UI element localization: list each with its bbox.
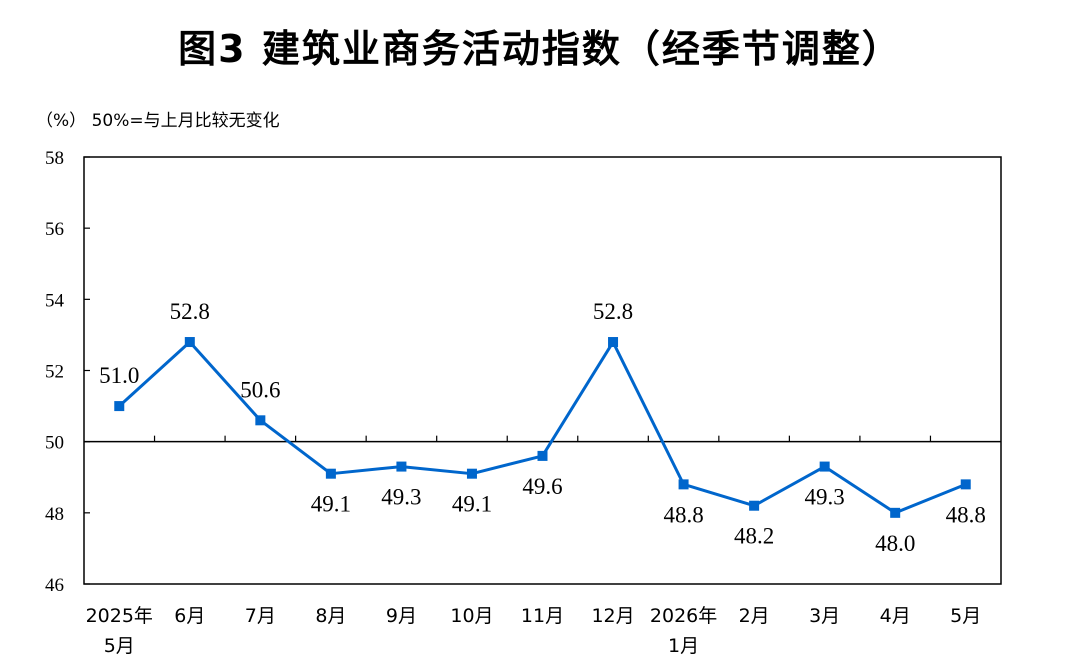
x-tick-label: 7月 — [245, 605, 276, 627]
plot-frame — [83, 156, 1002, 585]
x-tick-label-line: 2026年 — [650, 605, 717, 627]
data-label: 48.2 — [734, 524, 774, 549]
x-tick-label: 6月 — [174, 605, 205, 627]
data-label: 49.1 — [311, 492, 351, 517]
y-tick-label: 54 — [45, 290, 65, 311]
x-tick-label-line: 6月 — [174, 605, 205, 627]
x-tick-label: 8月 — [315, 605, 346, 627]
x-tick-label: 12月 — [591, 605, 634, 627]
x-tick-label-line: 2025年 — [86, 605, 153, 627]
y-tick-label: 52 — [45, 362, 64, 383]
data-label: 52.8 — [170, 299, 210, 324]
y-tick-label: 56 — [45, 219, 64, 240]
x-tick-label-line: 2月 — [739, 605, 770, 627]
data-label: 49.3 — [381, 485, 421, 510]
x-tick-label-line: 4月 — [880, 605, 911, 627]
x-tick-label: 10月 — [450, 605, 493, 627]
chart-title: 图3 建筑业商务活动指数（经季节调整） — [178, 27, 902, 71]
x-tick-label: 2月 — [739, 605, 770, 627]
data-point — [819, 461, 830, 472]
data-label: 49.6 — [522, 474, 562, 499]
x-tick-label-line: 1月 — [668, 635, 699, 657]
data-point — [396, 461, 407, 472]
x-tick-label: 11月 — [521, 605, 564, 627]
x-tick-label-line: 11月 — [521, 605, 564, 627]
x-axis: 2025年 5月 6月 7月 8月 9月 10月 11月 12月 2026年 1月 2月 3月 4月 5月 — [86, 435, 981, 657]
x-tick-label-line: 10月 — [450, 605, 493, 627]
data-point — [608, 337, 619, 348]
data-point — [749, 500, 760, 511]
data-point — [678, 479, 689, 490]
data-labels: 51.0 52.8 50.6 49.1 49.3 49.1 49.6 52.8 48.8 48.2… — [99, 299, 986, 556]
y-tick-label: 48 — [45, 504, 64, 525]
x-tick-label-line: 7月 — [245, 605, 276, 627]
x-tick-label: 9月 — [386, 605, 417, 627]
data-point — [255, 415, 266, 426]
data-point — [537, 450, 548, 461]
data-point — [466, 468, 477, 479]
x-tick-label-line: 5月 — [950, 605, 981, 627]
y-tick-label: 58 — [45, 148, 64, 169]
x-tick-label: 2025年 5月 — [86, 605, 153, 657]
data-point — [960, 479, 971, 490]
data-label: 49.1 — [452, 492, 492, 517]
x-tick-label-line: 3月 — [809, 605, 840, 627]
data-label: 48.8 — [946, 502, 986, 527]
data-label: 48.8 — [663, 502, 703, 527]
unit-label: （%） — [36, 111, 87, 131]
x-tick-label: 3月 — [809, 605, 840, 627]
baseline-note: 50%=与上月比较无变化 — [91, 111, 280, 131]
data-label: 52.8 — [593, 299, 633, 324]
data-label: 49.3 — [805, 485, 845, 510]
data-point — [890, 507, 901, 518]
data-label: 51.0 — [99, 363, 139, 388]
y-tick-label: 46 — [45, 575, 64, 596]
x-tick-label: 4月 — [880, 605, 911, 627]
y-axis: 46 48 50 52 54 56 58 — [45, 148, 90, 596]
data-point — [114, 401, 125, 412]
data-label: 48.0 — [875, 531, 915, 556]
data-point — [325, 468, 336, 479]
data-label: 50.6 — [240, 377, 280, 402]
y-tick-label: 50 — [45, 433, 64, 454]
x-tick-label-line: 8月 — [315, 605, 346, 627]
axis-note: （%） 50%=与上月比较无变化 — [36, 106, 280, 131]
x-tick-label-line: 12月 — [591, 605, 634, 627]
x-tick-label-line: 9月 — [386, 605, 417, 627]
x-tick-label: 2026年 1月 — [650, 605, 717, 657]
x-tick-label: 5月 — [950, 605, 981, 627]
data-point — [184, 337, 195, 348]
x-tick-label-line: 5月 — [104, 635, 135, 657]
series-group — [114, 337, 971, 518]
